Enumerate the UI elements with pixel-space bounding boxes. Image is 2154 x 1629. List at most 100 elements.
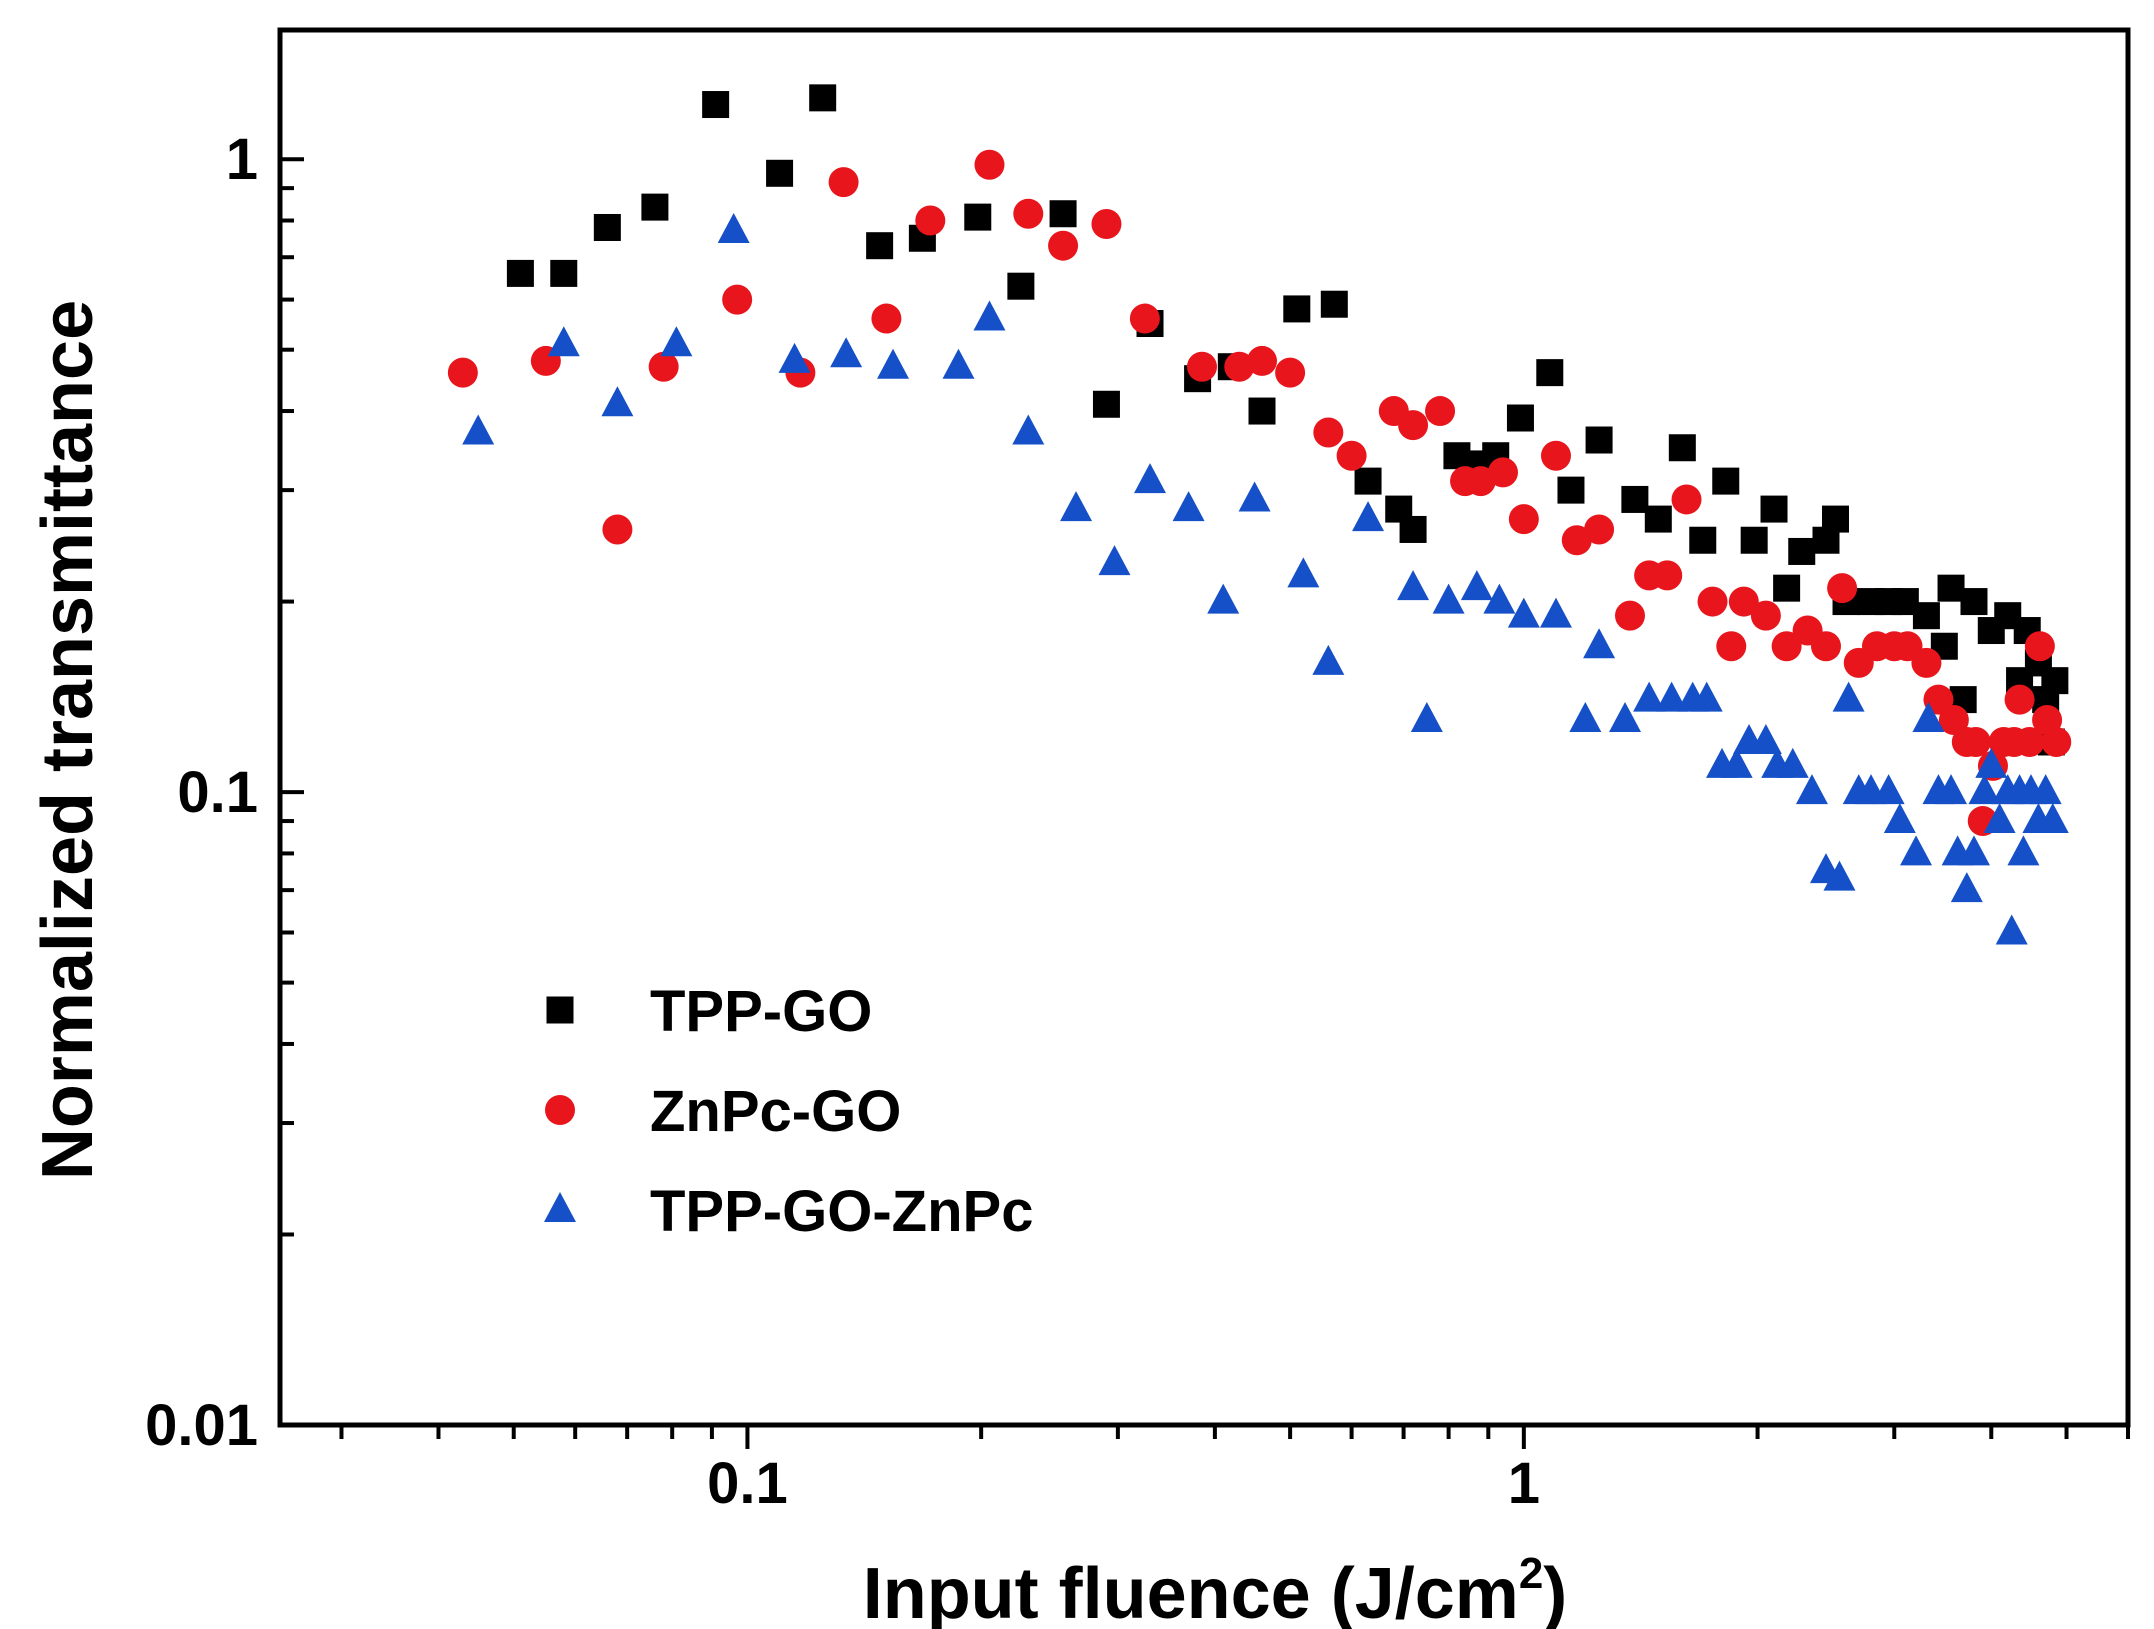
data-point-znpc-go [1584,514,1615,545]
data-point-znpc-go [1425,396,1456,427]
data-point-tpp-go-znpc [717,213,750,244]
series-tpp-go-znpc [462,213,2069,945]
data-point-znpc-go [871,303,902,334]
data-point-tpp-go-znpc [1795,774,1828,805]
data-point-tpp-go-znpc [1968,774,2001,805]
data-point-tpp-go [1773,574,1801,602]
data-point-tpp-go [1712,467,1740,495]
data-point-tpp-go [809,84,837,112]
data-point-tpp-go-znpc [1287,557,1320,588]
data-point-znpc-go [1508,504,1539,535]
data-point-tpp-go-znpc [830,337,863,368]
data-point-tpp-go-znpc [1432,583,1465,614]
data-point-tpp-go [1320,290,1348,318]
data-point-tpp-go-znpc [778,342,811,373]
data-point-znpc-go [1827,573,1858,604]
data-point-znpc-go [2004,684,2035,715]
data-point-tpp-go [1283,295,1311,323]
data-point-tpp-go-znpc [1832,681,1865,712]
data-point-tpp-go [1760,495,1788,523]
data-point-tpp-go [2041,667,2069,695]
data-point-tpp-go-znpc [942,348,975,379]
data-point-tpp-go-znpc [1883,803,1916,834]
data-point-tpp-go [1644,505,1672,533]
x-axis-title-close: ) [1543,1554,1567,1629]
data-point-znpc-go [1561,525,1592,556]
plot-frame [277,27,2131,1428]
data-point-tpp-go [1821,505,1849,533]
data-point-znpc-go [1716,631,1747,662]
data-point-znpc-go [2024,631,2055,662]
data-point-tpp-go [1740,526,1768,554]
data-point-tpp-go-znpc [1872,774,1905,805]
data-point-znpc-go [1614,600,1645,631]
data-point-znpc-go [447,357,478,388]
data-point-tpp-go [1557,476,1585,504]
data-point-znpc-go [1911,647,1942,678]
legend: TPP-GO ZnPc-GO TPP-GO-ZnPc [544,979,1033,1244]
y-tick-label: 0.01 [145,1393,258,1458]
data-point-tpp-go-znpc [2007,835,2040,866]
data-point-tpp-go [1668,434,1696,462]
data-point-tpp-go-znpc [1012,414,1045,445]
data-point-tpp-go-znpc [1583,628,1616,659]
data-point-znpc-go [1129,303,1160,334]
data-point-tpp-go-znpc [877,348,910,379]
data-point-tpp-go-znpc [2036,803,2069,834]
legend-item-tpp-go-znpc: TPP-GO-ZnPc [544,1179,1033,1244]
data-point-tpp-go [1248,397,1276,425]
x-axis-title-main: Input fluence (J/cm [863,1554,1519,1629]
data-point-tpp-go-znpc [1900,835,1933,866]
data-point-znpc-go [1487,457,1518,488]
data-point-tpp-go-znpc [1609,701,1642,732]
series-layer [447,84,2072,945]
data-point-tpp-go [1092,390,1120,418]
data-point-tpp-go-znpc [1957,835,1990,866]
series-tpp-go [506,84,2069,756]
data-point-tpp-go-znpc [1238,481,1271,512]
data-point-znpc-go [974,149,1005,180]
data-point-znpc-go [1275,357,1306,388]
data-point-tpp-go-znpc [1397,570,1430,601]
data-point-tpp-go [1788,537,1816,565]
data-point-tpp-go-znpc [462,414,495,445]
data-point-tpp-go-znpc [1483,583,1516,614]
series-znpc-go [447,149,2072,837]
data-point-tpp-go-znpc [1633,681,1666,712]
data-point-znpc-go [915,205,946,236]
data-point-tpp-go-znpc [1823,860,1856,891]
data-point-znpc-go [1697,586,1728,617]
y-tick-label: 1 [226,127,258,192]
data-point-tpp-go [1536,359,1564,387]
data-point-tpp-go-znpc [1749,723,1782,754]
data-point-znpc-go [1652,560,1683,591]
data-point-tpp-go [593,213,621,241]
x-tick-label: 1 [1508,1451,1540,1516]
legend-label-tpp-go: TPP-GO [650,979,872,1044]
legend-marker-tpp-go [546,996,574,1024]
data-point-tpp-go-znpc [2029,774,2062,805]
data-point-znpc-go [1728,586,1759,617]
legend-label-tpp-go-znpc: TPP-GO-ZnPc [650,1179,1033,1244]
data-point-tpp-go [1007,272,1035,300]
plot-border [277,27,2131,1428]
x-tick-label: 0.1 [707,1451,788,1516]
data-point-znpc-go [2014,726,2045,757]
legend-item-znpc-go: ZnPc-GO [545,1079,901,1144]
data-point-tpp-go [506,259,534,287]
legend-label-znpc-go: ZnPc-GO [650,1079,901,1144]
data-point-tpp-go-znpc [1720,747,1753,778]
data-point-znpc-go [1186,351,1217,382]
data-point-tpp-go-znpc [1950,872,1983,903]
data-point-tpp-go [766,159,794,187]
data-point-tpp-go-znpc [1060,491,1093,522]
legend-marker-znpc-go [545,1095,575,1125]
data-point-tpp-go [964,203,992,231]
data-point-tpp-go-znpc [1983,803,2016,834]
data-point-tpp-go-znpc [1912,701,1945,732]
data-point-znpc-go [1398,410,1429,441]
data-point-znpc-go [1091,208,1122,239]
data-point-tpp-go [1937,574,1965,602]
data-point-tpp-go-znpc [1935,774,1968,805]
